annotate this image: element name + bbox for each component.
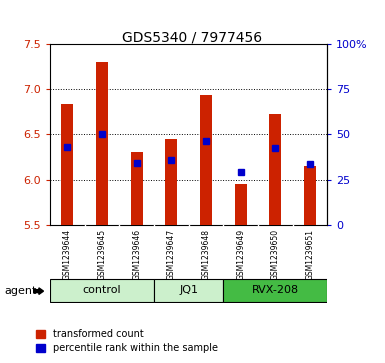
Text: GSM1239644: GSM1239644: [63, 229, 72, 280]
Text: GSM1239651: GSM1239651: [305, 229, 315, 280]
Text: GSM1239650: GSM1239650: [271, 229, 280, 280]
Text: GSM1239648: GSM1239648: [201, 229, 211, 280]
Bar: [304, 166, 316, 225]
Bar: [269, 114, 281, 225]
Text: GDS5340 / 7977456: GDS5340 / 7977456: [122, 31, 263, 45]
Text: control: control: [83, 285, 121, 295]
Text: GSM1239647: GSM1239647: [167, 229, 176, 280]
Bar: [96, 62, 108, 225]
Bar: [154, 279, 223, 302]
Text: RVX-208: RVX-208: [252, 285, 299, 295]
Bar: [131, 152, 143, 225]
Legend: transformed count, percentile rank within the sample: transformed count, percentile rank withi…: [36, 329, 218, 353]
Text: agent: agent: [5, 286, 37, 296]
Text: GSM1239649: GSM1239649: [236, 229, 245, 280]
Text: GSM1239646: GSM1239646: [132, 229, 141, 280]
Bar: [223, 279, 327, 302]
Bar: [200, 95, 212, 225]
Bar: [165, 139, 177, 225]
Bar: [234, 184, 247, 225]
Bar: [50, 279, 154, 302]
Text: GSM1239645: GSM1239645: [97, 229, 107, 280]
Text: JQ1: JQ1: [179, 285, 198, 295]
Bar: [61, 105, 74, 225]
